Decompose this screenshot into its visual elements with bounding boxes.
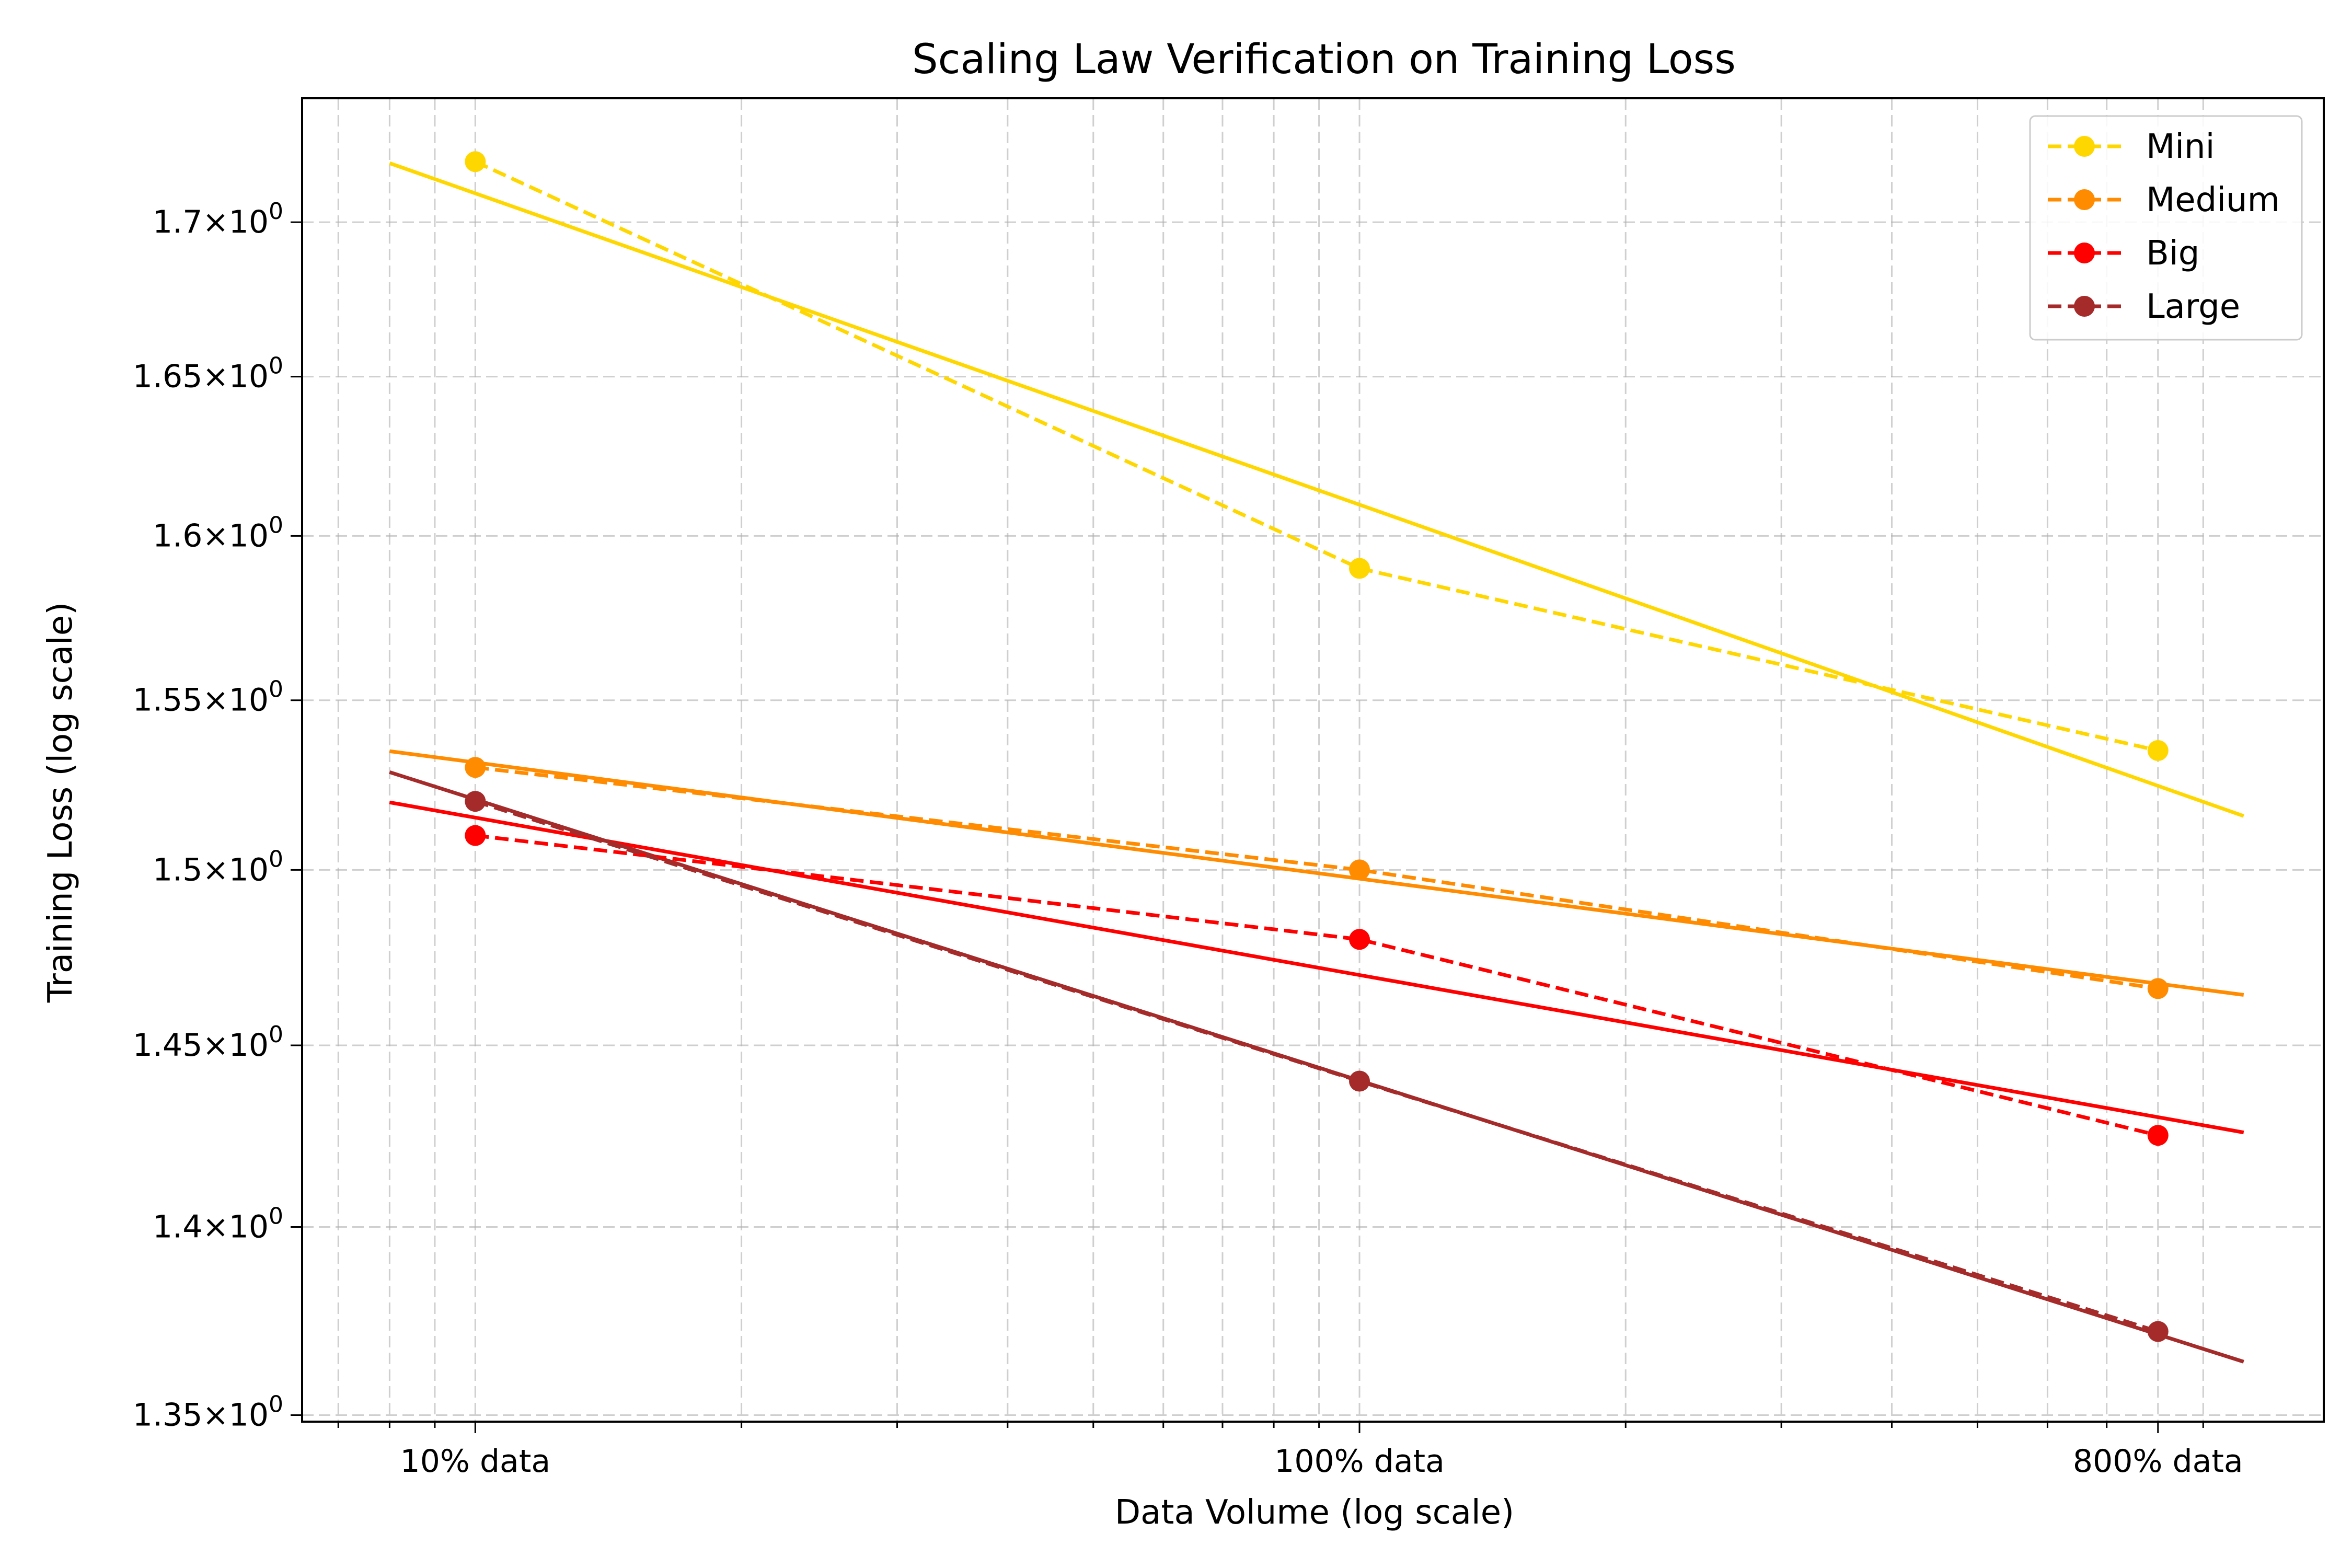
data-point-medium bbox=[2147, 978, 2169, 999]
data-point-medium bbox=[465, 757, 486, 778]
fit-line-mini bbox=[389, 161, 2244, 818]
plot-frame bbox=[301, 97, 2325, 1423]
series-line-large bbox=[475, 799, 2159, 1333]
x-tick-label: 100% data bbox=[1274, 1443, 1445, 1480]
data-point-mini bbox=[1349, 558, 1370, 579]
x-tick-label: 10% data bbox=[400, 1443, 551, 1480]
y-axis-ticks: 1.35×100 1.4×100 1.45×100 1.5×100 1.55×100 1.… bbox=[133, 198, 302, 1434]
legend-label-large: Large bbox=[2146, 287, 2240, 326]
data-point-big bbox=[1349, 929, 1370, 950]
data-series bbox=[465, 151, 2169, 1342]
x-axis-label: Data Volume (log scale) bbox=[1115, 1493, 1514, 1532]
x-tick-label: 800% data bbox=[2073, 1443, 2243, 1480]
data-point-medium bbox=[1349, 859, 1370, 881]
x-axis-ticks: 10% data 100% data 800% data bbox=[337, 1422, 2243, 1480]
fit-line-big bbox=[389, 800, 2244, 1135]
y-axis-label: Training Loss (log scale) bbox=[41, 602, 80, 1003]
series-line-big bbox=[475, 834, 2159, 1137]
legend-box bbox=[2029, 115, 2303, 341]
y-tick-label: 1.7×100 bbox=[153, 198, 283, 240]
legend-marker-large bbox=[2074, 296, 2095, 317]
legend-marker-big bbox=[2074, 243, 2095, 263]
y-tick-label: 1.35×100 bbox=[133, 1391, 283, 1434]
data-point-large bbox=[465, 791, 486, 812]
y-tick-label: 1.55×100 bbox=[133, 676, 283, 719]
data-point-mini bbox=[2147, 740, 2169, 761]
data-point-large bbox=[1349, 1070, 1370, 1092]
legend: Mini Medium Big Large bbox=[2029, 115, 2303, 341]
legend-label-big: Big bbox=[2146, 234, 2199, 273]
data-point-large bbox=[2147, 1321, 2169, 1342]
y-tick-label: 1.45×100 bbox=[133, 1021, 283, 1064]
data-point-big bbox=[465, 825, 486, 846]
legend-marker-medium bbox=[2074, 189, 2095, 210]
chart-title: Scaling Law Verification on Training Los… bbox=[912, 36, 1736, 83]
data-point-mini bbox=[465, 151, 486, 172]
legend-label-mini: Mini bbox=[2146, 128, 2215, 166]
legend-label-medium: Medium bbox=[2146, 181, 2280, 220]
y-tick-label: 1.6×100 bbox=[153, 512, 283, 554]
y-tick-label: 1.65×100 bbox=[133, 353, 283, 395]
data-point-big bbox=[2147, 1125, 2169, 1146]
y-tick-label: 1.5×100 bbox=[153, 846, 283, 888]
y-tick-label: 1.4×100 bbox=[153, 1203, 283, 1245]
legend-marker-mini bbox=[2074, 136, 2095, 157]
